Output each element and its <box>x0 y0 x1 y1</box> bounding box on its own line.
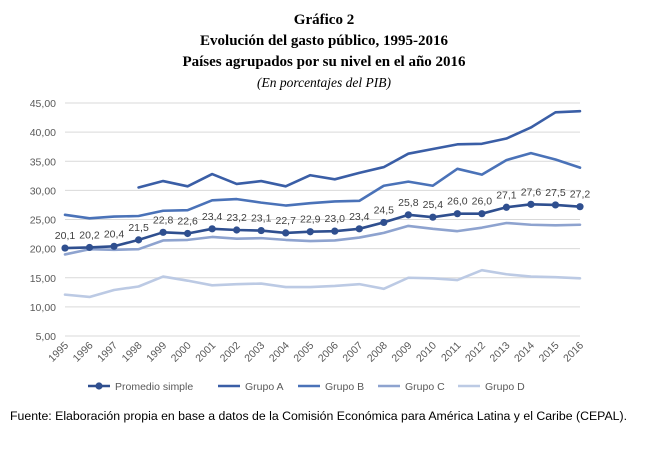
data-label: 23,1 <box>251 213 272 225</box>
data-point <box>61 244 69 252</box>
y-tick-label: 5,00 <box>36 331 57 343</box>
data-point <box>134 236 143 244</box>
x-tick-label: 2014 <box>512 340 537 365</box>
data-point <box>282 229 290 237</box>
data-label: 26,0 <box>447 196 468 208</box>
data-label: 20,2 <box>79 229 100 241</box>
x-tick-label: 2016 <box>561 340 586 365</box>
legend-item: Grupo A <box>218 381 284 393</box>
y-tick-label: 25,00 <box>30 215 56 227</box>
x-tick-label: 2011 <box>439 340 464 365</box>
data-point <box>85 243 94 252</box>
chart-heading: Gráfico 2 Evolución del gasto público, 1… <box>0 10 648 93</box>
x-tick-label: 2004 <box>267 340 292 365</box>
x-tick-label: 1999 <box>144 340 169 365</box>
x-tick-label: 1998 <box>120 340 145 365</box>
data-point <box>576 203 584 211</box>
data-point <box>453 210 461 218</box>
legend-item: Grupo B <box>298 381 364 393</box>
data-point <box>429 213 437 221</box>
legend-item: Grupo D <box>458 381 525 393</box>
x-tick-label: 2002 <box>218 340 243 365</box>
data-point <box>159 228 167 236</box>
data-label: 26,0 <box>472 196 493 208</box>
x-tick-label: 2005 <box>291 340 316 365</box>
y-tick-label: 15,00 <box>30 273 56 285</box>
data-label: 25,4 <box>423 199 444 211</box>
data-point <box>404 211 412 219</box>
x-tick-label: 2007 <box>340 340 365 365</box>
legend-marker <box>95 382 103 390</box>
data-label: 23,0 <box>325 213 346 225</box>
data-point <box>257 226 265 235</box>
data-label: 23,2 <box>226 212 247 224</box>
data-label: 27,6 <box>521 186 542 198</box>
series-line <box>63 221 582 256</box>
data-label: 21,5 <box>128 222 149 234</box>
data-label: 20,1 <box>55 230 76 242</box>
x-tick-label: 1995 <box>46 340 71 365</box>
data-point <box>331 227 339 235</box>
data-point <box>551 201 560 209</box>
data-label: 22,7 <box>275 215 296 227</box>
y-tick-label: 10,00 <box>30 302 56 314</box>
chart-subtitle: Países agrupados por su nivel en el año … <box>182 54 466 70</box>
legend-label: Grupo D <box>485 381 525 393</box>
series-line <box>63 151 582 220</box>
data-label: 22,8 <box>153 214 174 226</box>
y-tick-label: 35,00 <box>30 156 56 168</box>
data-point <box>306 228 314 236</box>
x-tick-label: 2010 <box>414 340 439 365</box>
legend-label: Grupo A <box>245 381 284 393</box>
x-tick-label: 2009 <box>389 340 414 365</box>
legend-item: Grupo C <box>378 381 445 393</box>
data-label: 24,5 <box>374 204 395 216</box>
data-label: 27,2 <box>570 189 591 201</box>
x-tick-label: 2006 <box>316 340 341 365</box>
source-note: Fuente: Elaboración propia en base a dat… <box>10 409 627 423</box>
data-point <box>502 203 511 211</box>
data-label: 22,9 <box>300 214 321 226</box>
data-point <box>527 200 535 208</box>
data-point <box>110 242 118 250</box>
y-tick-label: 20,00 <box>30 244 56 256</box>
x-tick-label: 2008 <box>365 340 390 365</box>
y-tick-label: 45,00 <box>30 98 56 110</box>
data-point <box>478 210 486 218</box>
x-tick-label: 2013 <box>488 340 513 365</box>
y-tick-label: 40,00 <box>30 127 56 139</box>
data-label: 27,5 <box>545 187 566 199</box>
series-line <box>63 203 582 250</box>
x-tick-label: 1996 <box>71 340 96 365</box>
x-tick-label: 2003 <box>242 340 267 365</box>
data-point <box>380 218 388 227</box>
x-tick-label: 2000 <box>169 340 194 365</box>
x-tick-label: 2012 <box>463 340 488 365</box>
data-point <box>233 226 241 234</box>
series-line <box>137 109 582 189</box>
data-label: 25,8 <box>398 197 419 209</box>
series-line <box>63 268 582 299</box>
data-label: 23,4 <box>202 211 223 223</box>
legend-item: Promedio simple <box>88 381 193 393</box>
figure-label: Gráfico 2 <box>293 12 355 28</box>
data-label: 20,4 <box>104 228 125 240</box>
x-tick-label: 2015 <box>537 340 562 365</box>
data-label: 23,4 <box>349 211 370 223</box>
y-tick-label: 30,00 <box>30 185 56 197</box>
chart-title: Evolución del gasto público, 1995-2016 <box>200 33 448 49</box>
data-point <box>355 225 363 233</box>
legend-label: Grupo B <box>325 381 364 393</box>
data-point <box>184 229 192 238</box>
data-label: 27,1 <box>496 189 517 201</box>
chart-units: (En porcentajes del PIB) <box>256 75 392 90</box>
legend-label: Grupo C <box>405 381 445 393</box>
x-tick-label: 1997 <box>95 340 120 365</box>
x-tick-label: 2001 <box>193 340 218 365</box>
data-point <box>208 225 216 233</box>
data-label: 22,6 <box>177 215 198 227</box>
legend-label: Promedio simple <box>115 381 193 393</box>
